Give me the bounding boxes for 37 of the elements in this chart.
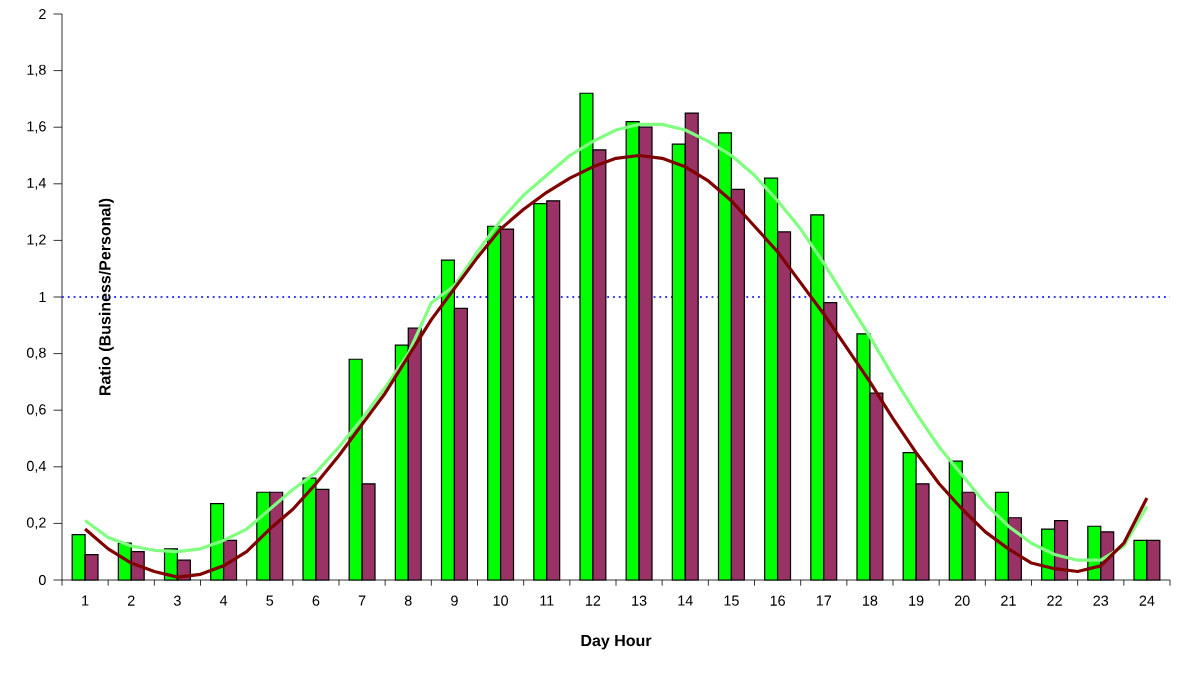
x-tick-label: 20	[954, 595, 970, 606]
x-tick-label: 12	[586, 595, 601, 606]
y-tick-label: 0,4	[26, 460, 46, 473]
x-tick-label: 8	[404, 595, 412, 606]
y-tick-label: 0	[38, 574, 46, 586]
x-tick-label: 10	[493, 595, 509, 606]
x-tick-label: 21	[1001, 595, 1016, 606]
y-tick-label: 0,8	[26, 347, 46, 360]
y-tick-label: 1,2	[27, 234, 46, 247]
x-tick-label: 19	[909, 595, 924, 606]
x-tick-label: 22	[1047, 595, 1062, 606]
y-tick-label: 1,8	[27, 64, 46, 77]
x-tick-label: 14	[678, 595, 693, 606]
x-tick-label: 3	[173, 595, 181, 606]
x-tick-label: 24	[1139, 595, 1155, 606]
x-tick-label: 17	[816, 595, 832, 606]
x-axis-title: Day Hour	[581, 635, 652, 650]
x-tick-label: 4	[219, 595, 228, 606]
x-tick-label: 9	[451, 595, 458, 606]
y-tick-label: 0,2	[26, 517, 46, 530]
y-tick-label: 2	[39, 8, 46, 20]
x-tick-label: 23	[1093, 595, 1109, 606]
x-tick-label: 15	[724, 595, 739, 606]
y-tick-label: 1,6	[27, 121, 46, 134]
x-tick-label: 16	[770, 595, 785, 606]
x-tick-label: 1	[82, 595, 89, 606]
y-tick-label: 0,6	[26, 404, 46, 417]
y-tick-label: 1,4	[27, 177, 46, 190]
x-tick-label: 13	[632, 595, 647, 606]
y-tick-label: 1	[39, 292, 46, 302]
x-tick-label: 6	[312, 595, 320, 606]
y-axis-title: Ratio (Business/Personal)	[98, 198, 114, 396]
x-tick-label: 18	[863, 595, 878, 606]
x-tick-label: 5	[266, 595, 274, 606]
x-tick-label: 2	[127, 595, 135, 606]
x-tick-label: 11	[540, 595, 554, 606]
x-tick-label: 7	[358, 595, 366, 606]
